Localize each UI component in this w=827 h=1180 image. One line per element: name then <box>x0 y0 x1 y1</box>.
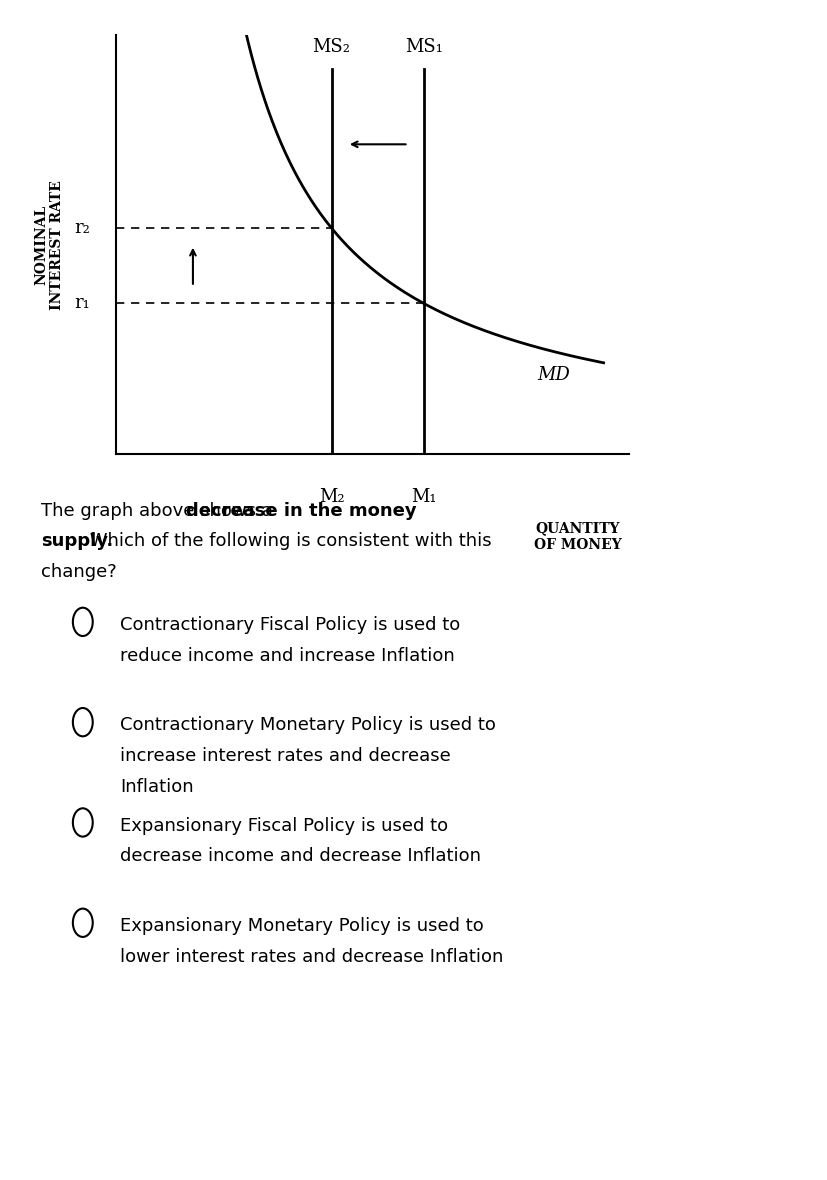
Text: Which of the following is consistent with this: Which of the following is consistent wit… <box>84 532 490 550</box>
Text: lower interest rates and decrease Inflation: lower interest rates and decrease Inflat… <box>120 948 503 965</box>
Text: Expansionary Fiscal Policy is used to: Expansionary Fiscal Policy is used to <box>120 817 447 834</box>
Text: Contractionary Fiscal Policy is used to: Contractionary Fiscal Policy is used to <box>120 616 460 634</box>
Text: change?: change? <box>41 563 117 581</box>
Text: reduce income and increase Inflation: reduce income and increase Inflation <box>120 647 454 664</box>
Text: NOMINAL
INTEREST RATE: NOMINAL INTEREST RATE <box>34 179 65 310</box>
Text: MS₂: MS₂ <box>312 38 350 57</box>
Text: The graph above shows a: The graph above shows a <box>41 502 279 519</box>
Text: Contractionary Monetary Policy is used to: Contractionary Monetary Policy is used t… <box>120 716 495 734</box>
Text: Inflation: Inflation <box>120 778 194 795</box>
Text: QUANTITY
OF MONEY: QUANTITY OF MONEY <box>533 522 621 551</box>
Text: supply.: supply. <box>41 532 113 550</box>
Text: decrease income and decrease Inflation: decrease income and decrease Inflation <box>120 847 480 865</box>
Text: M₂: M₂ <box>318 487 344 506</box>
Text: r₁: r₁ <box>74 295 90 313</box>
Text: M₁: M₁ <box>411 487 436 506</box>
Text: Expansionary Monetary Policy is used to: Expansionary Monetary Policy is used to <box>120 917 483 935</box>
Text: increase interest rates and decrease: increase interest rates and decrease <box>120 747 450 765</box>
Text: decrease in the money: decrease in the money <box>186 502 417 519</box>
Text: MD: MD <box>536 366 569 384</box>
Text: r₂: r₂ <box>74 219 90 237</box>
Text: MS₁: MS₁ <box>404 38 442 57</box>
